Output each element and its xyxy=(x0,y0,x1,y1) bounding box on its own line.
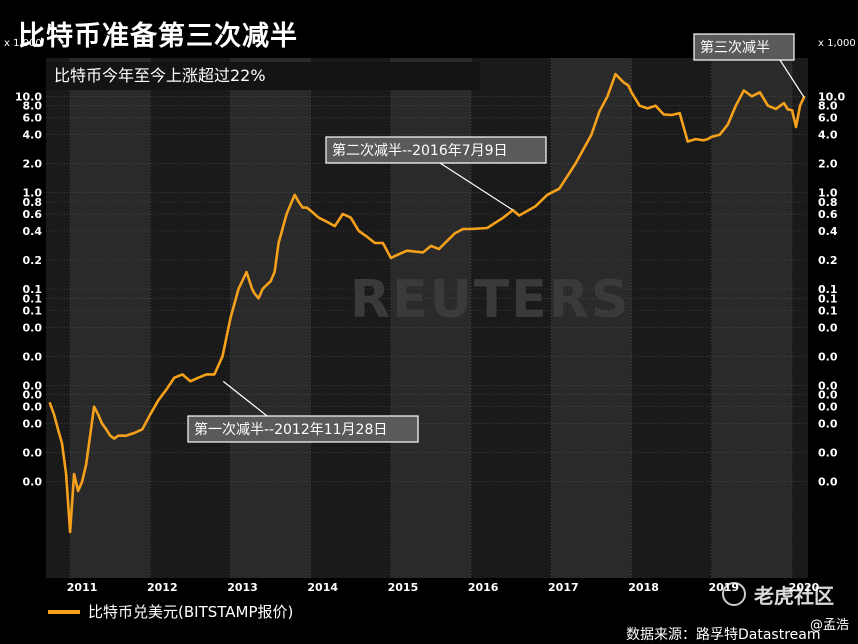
y-tick-label-right: 0.1 xyxy=(818,283,838,296)
y-tick-label-right: 0.8 xyxy=(818,196,838,209)
y-tick-label-right: 0.6 xyxy=(818,208,838,221)
gridlines xyxy=(46,58,808,578)
legend-label: 比特币兑美元(BITSTAMP报价) xyxy=(88,603,294,621)
y-tick-label-right: 0.4 xyxy=(818,225,838,238)
y-tick-label-left: 0.1 xyxy=(23,283,43,296)
x-tick-label: 2016 xyxy=(468,581,499,594)
chart-title: 比特币准备第三次减半 xyxy=(18,21,298,52)
x-tick-label: 2015 xyxy=(388,581,419,594)
y-tick-label-right: 0.0 xyxy=(818,418,838,431)
y-tick-label-left: 1.0 xyxy=(23,187,43,200)
x-tick-label: 2014 xyxy=(307,581,338,594)
annotation-leader xyxy=(779,59,805,98)
annotation-leader xyxy=(439,162,514,211)
year-band xyxy=(230,58,311,578)
y-tick-label-left: 8.0 xyxy=(23,100,43,113)
x-axis: 2011 2012 2013 2014 2015 2016 2017 2018 2019 2020 xyxy=(67,581,820,594)
y-tick-label-left: 4.0 xyxy=(23,129,43,142)
x-tick-label: 2018 xyxy=(628,581,659,594)
year-band xyxy=(150,58,231,578)
y-tick-label-left: 0.2 xyxy=(23,254,43,267)
annotation-label: 第三次减半 xyxy=(700,39,770,56)
y-tick-label-right: 8.0 xyxy=(818,100,838,113)
y-tick-label-left: 0.0 xyxy=(23,401,43,414)
y-tick-label-right: 0.0 xyxy=(818,401,838,414)
y-tick-label-right: 0.0 xyxy=(818,389,838,402)
y-tick-label-left: 0.0 xyxy=(23,447,43,460)
y-unit-right: x 1,000 xyxy=(818,38,856,49)
y-tick-label-left: 0.0 xyxy=(23,418,43,431)
y-tick-label-left: 0.0 xyxy=(23,476,43,489)
y-tick-label-left: 0.8 xyxy=(23,196,43,209)
y-tick-label-right: 0.0 xyxy=(818,321,838,334)
y-tick-label-right: 1.0 xyxy=(818,187,838,200)
data-source: 数据来源：路孚特Datastream xyxy=(626,627,821,643)
annotation-box xyxy=(325,136,547,164)
community-watermark: 老虎社区 xyxy=(754,584,834,608)
y-tick-label-left: 2.0 xyxy=(23,158,43,171)
reuters-watermark: REUTERS xyxy=(350,270,631,330)
y-tick-label-right: 2.0 xyxy=(818,158,838,171)
chart-subtitle: 比特币今年至今上涨超过22% xyxy=(46,62,480,90)
y-tick-label-left: 0.6 xyxy=(23,208,43,221)
annotations-layer: 第一次减半--2012年11月28日 第二次减半--2016年7月9日 第三次减半 xyxy=(187,33,805,443)
y-tick-label-left: 0.4 xyxy=(23,225,43,238)
annotation-label: 第二次减半--2016年7月9日 xyxy=(332,142,508,159)
y-tick-label-right: 4.0 xyxy=(818,129,838,142)
y-unit-left: x 1,000 xyxy=(4,38,42,49)
y-tick-label-right: 0.1 xyxy=(818,292,838,305)
year-band xyxy=(791,58,808,578)
legend-swatch xyxy=(48,609,80,614)
y-tick-label-right: 0.0 xyxy=(818,476,838,489)
author-credit: @孟浩 xyxy=(810,618,850,633)
year-band xyxy=(551,58,632,578)
y-tick-label-left: 0.1 xyxy=(23,292,43,305)
y-tick-label-left: 0.0 xyxy=(23,321,43,334)
year-band xyxy=(631,58,712,578)
series-line-layer xyxy=(48,72,806,534)
y-tick-label-left: 0.0 xyxy=(23,350,43,363)
y-tick-label-right: 0.2 xyxy=(818,254,838,267)
annotation-label: 第一次减半--2012年11月28日 xyxy=(194,421,387,438)
x-tick-label: 2017 xyxy=(548,581,579,594)
annotation-box xyxy=(187,415,419,443)
x-tick-label: 2020 xyxy=(789,581,820,594)
y-tick-label-left: 6.0 xyxy=(23,112,43,125)
y-tick-label-right: 0.1 xyxy=(818,304,838,317)
x-tick-label: 2012 xyxy=(147,581,178,594)
year-band xyxy=(70,58,151,578)
y-tick-label-right: 0.0 xyxy=(818,350,838,363)
y-axis-left: 10.08.06.04.02.01.00.80.60.40.20.10.10.1… xyxy=(15,90,42,488)
year-bands xyxy=(46,58,808,578)
y-tick-label-left: 0.1 xyxy=(23,304,43,317)
y-tick-label-right: 10.0 xyxy=(818,90,845,103)
y-tick-label-right: 0.0 xyxy=(818,379,838,392)
y-tick-label-left: 0.0 xyxy=(23,389,43,402)
x-tick-label: 2011 xyxy=(67,581,98,594)
x-tick-label: 2013 xyxy=(227,581,258,594)
y-tick-label-left: 0.0 xyxy=(23,379,43,392)
y-axis-right: 10.08.06.04.02.01.00.80.60.40.20.10.10.1… xyxy=(818,90,845,488)
year-band xyxy=(46,58,71,578)
y-tick-label-left: 10.0 xyxy=(15,90,42,103)
y-tick-label-right: 6.0 xyxy=(818,112,838,125)
series-line xyxy=(48,72,806,534)
annotation-box xyxy=(693,33,795,61)
year-band xyxy=(711,58,792,578)
y-tick-label-right: 0.0 xyxy=(818,447,838,460)
legend: 比特币兑美元(BITSTAMP报价) xyxy=(48,601,293,622)
tiger-logo-icon xyxy=(722,582,746,606)
